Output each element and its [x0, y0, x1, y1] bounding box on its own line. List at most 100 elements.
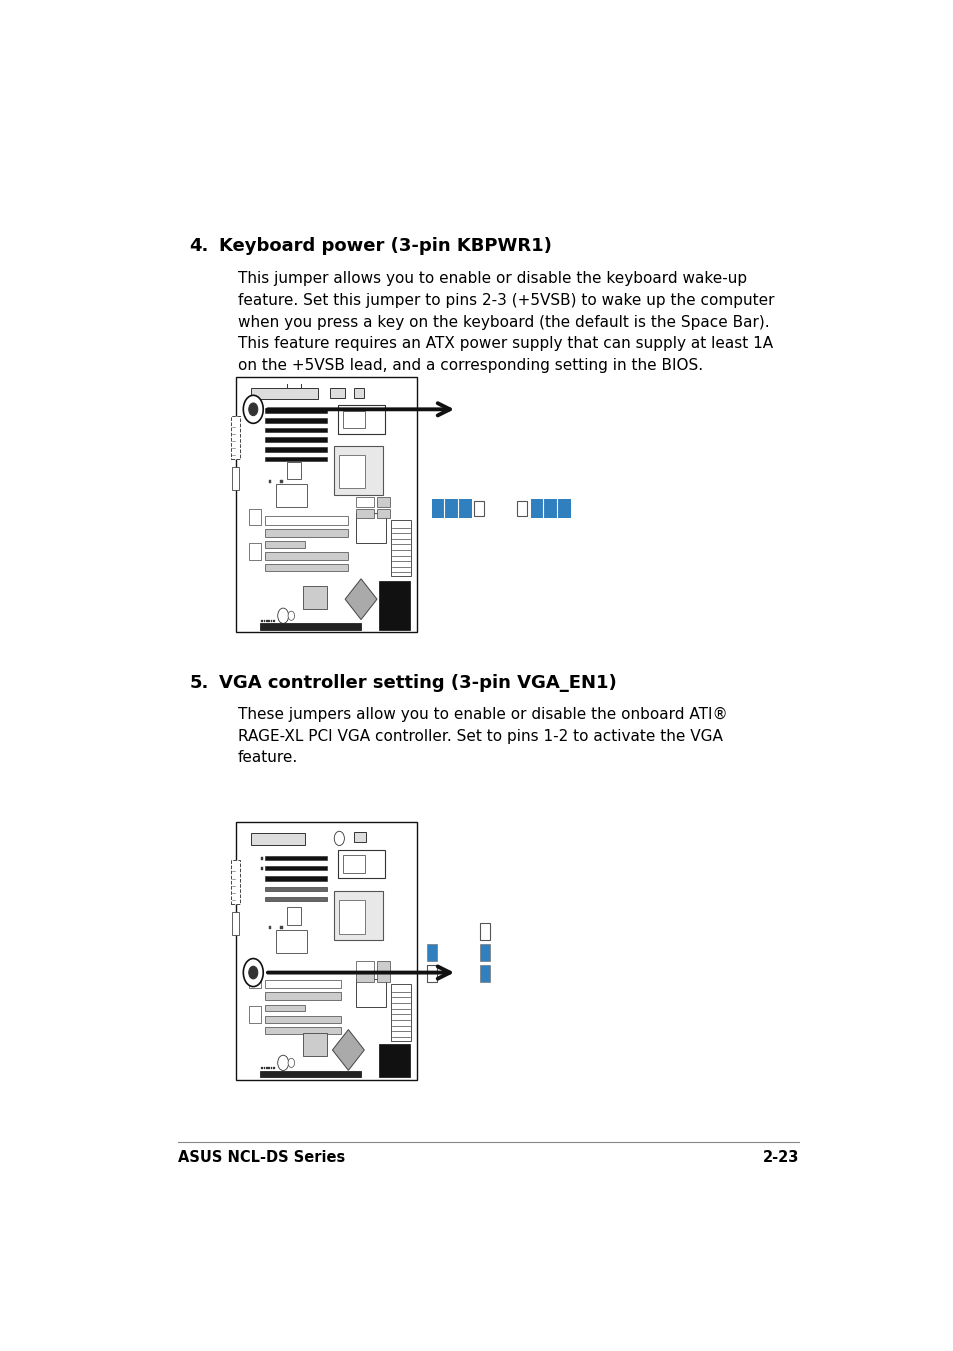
Bar — [260, 867, 262, 870]
Circle shape — [249, 966, 257, 979]
Bar — [330, 388, 344, 397]
Bar — [235, 821, 416, 1079]
Bar — [275, 485, 307, 508]
Bar — [355, 509, 374, 517]
Bar — [391, 984, 411, 1040]
Bar — [265, 897, 326, 901]
Bar — [339, 455, 364, 488]
Bar — [378, 1043, 410, 1077]
Bar — [479, 965, 489, 982]
Bar — [287, 907, 301, 925]
Bar — [265, 1005, 305, 1012]
Bar — [232, 466, 238, 489]
Bar — [265, 428, 326, 432]
Circle shape — [334, 831, 344, 846]
Bar — [303, 586, 326, 609]
Circle shape — [277, 608, 289, 623]
Bar — [264, 620, 265, 621]
Bar — [426, 965, 436, 982]
Bar — [334, 892, 382, 940]
Bar — [265, 457, 326, 461]
Bar — [265, 516, 348, 526]
Bar — [265, 981, 341, 988]
Bar — [249, 543, 261, 559]
Bar — [231, 861, 239, 904]
Bar — [251, 834, 305, 844]
Bar — [235, 377, 416, 632]
Bar — [265, 438, 326, 442]
Bar — [355, 979, 386, 1008]
Bar — [261, 620, 263, 621]
Bar — [530, 500, 570, 517]
Bar — [280, 480, 282, 484]
Text: These jumpers allow you to enable or disable the onboard ATI®
RAGE-XL PCI VGA co: These jumpers allow you to enable or dis… — [237, 707, 726, 766]
Bar — [354, 832, 366, 842]
Bar — [342, 411, 364, 428]
Bar — [269, 925, 271, 928]
Polygon shape — [345, 578, 376, 620]
Bar — [378, 581, 410, 630]
Bar — [268, 1067, 270, 1070]
Bar — [265, 855, 326, 861]
Text: This jumper allows you to enable or disable the keyboard wake-up
feature. Set th: This jumper allows you to enable or disa… — [237, 272, 773, 373]
Bar — [266, 620, 267, 621]
Bar — [265, 530, 348, 536]
Bar — [303, 1034, 326, 1056]
Bar — [355, 973, 374, 982]
Bar — [271, 620, 272, 621]
Bar — [355, 512, 386, 543]
Bar — [377, 961, 390, 971]
Bar — [265, 417, 326, 423]
Text: 2-23: 2-23 — [762, 1151, 799, 1166]
Bar — [259, 1070, 360, 1077]
Bar — [249, 509, 261, 526]
Text: VGA controller setting (3-pin VGA_EN1): VGA controller setting (3-pin VGA_EN1) — [219, 674, 617, 692]
Bar — [342, 855, 364, 873]
Bar — [249, 1006, 261, 1023]
Bar — [517, 501, 526, 516]
Bar — [339, 900, 364, 934]
Bar — [249, 971, 261, 988]
Bar — [474, 501, 484, 516]
Bar — [265, 993, 341, 1000]
Text: ASUS NCL-DS Series: ASUS NCL-DS Series — [178, 1151, 345, 1166]
Circle shape — [243, 396, 263, 423]
Bar — [251, 389, 317, 399]
Bar — [265, 563, 348, 571]
Bar — [354, 388, 363, 397]
Bar — [377, 497, 390, 508]
Circle shape — [243, 959, 263, 986]
Bar — [337, 405, 384, 434]
Bar — [265, 553, 348, 559]
Bar — [337, 850, 384, 878]
Bar — [265, 866, 326, 870]
Bar — [265, 408, 326, 413]
Bar — [268, 620, 270, 621]
Bar — [265, 542, 305, 549]
Bar — [275, 929, 307, 954]
Bar — [334, 446, 382, 494]
Bar — [355, 961, 374, 971]
Bar — [265, 447, 326, 451]
Bar — [265, 1027, 341, 1035]
Bar — [457, 501, 468, 516]
Bar — [426, 944, 436, 961]
Bar — [280, 925, 282, 928]
Bar — [266, 1067, 267, 1070]
Bar — [232, 912, 238, 935]
Bar — [391, 520, 411, 577]
Bar — [273, 620, 274, 621]
Circle shape — [288, 1058, 294, 1067]
Bar — [260, 857, 262, 859]
Circle shape — [249, 403, 257, 416]
Polygon shape — [332, 1029, 364, 1070]
Bar — [432, 501, 441, 516]
Bar — [261, 1067, 263, 1070]
Bar — [479, 944, 489, 961]
Bar — [355, 497, 374, 508]
Bar — [231, 416, 239, 459]
Text: 4.: 4. — [190, 236, 209, 255]
Bar — [273, 1067, 274, 1070]
Bar — [426, 965, 436, 982]
Bar — [377, 973, 390, 982]
